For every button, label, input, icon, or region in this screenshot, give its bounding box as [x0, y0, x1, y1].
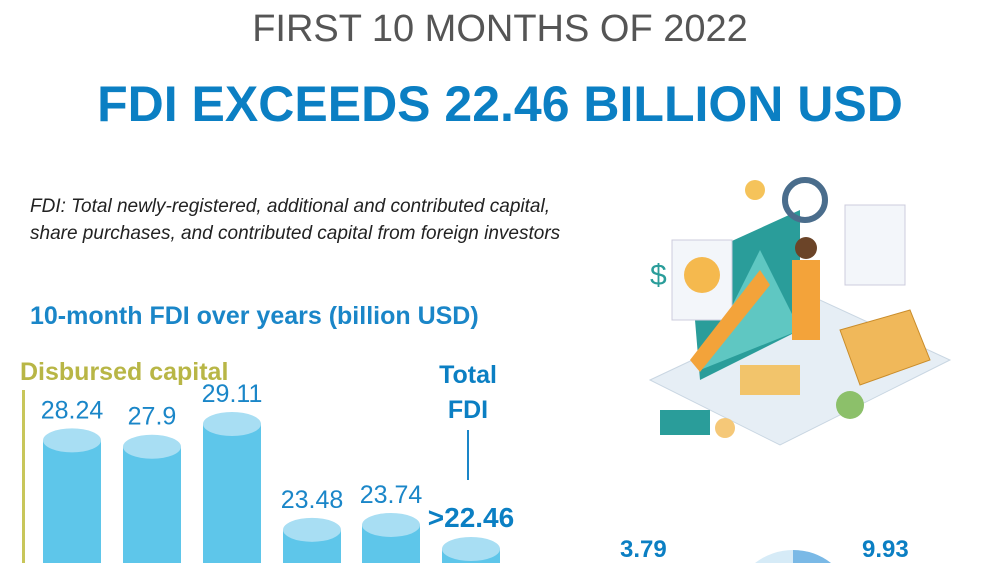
disbursed-divider — [22, 390, 25, 563]
total-label-line: Total — [439, 361, 497, 389]
bar-value-label: >22.46 — [428, 502, 514, 533]
bar-top — [442, 537, 500, 562]
chart-title: 10-month FDI over years (billion USD) — [30, 302, 479, 330]
bar — [123, 446, 181, 563]
main-title: FDI EXCEEDS 22.46 BILLION USD — [97, 76, 903, 132]
total-connector — [467, 430, 469, 480]
definition-line: FDI: Total newly-registered, additional … — [30, 196, 550, 217]
pie-slice — [793, 550, 831, 563]
bar-value-label: 29.11 — [202, 380, 263, 408]
bar-value-label: 28.24 — [41, 396, 104, 424]
disbursed-capital-label: Disbursed capital — [20, 358, 229, 386]
bar-top — [123, 434, 181, 459]
fdi-definition: FDI: Total newly-registered, additional … — [30, 193, 630, 247]
total-fdi-label: Total FDI — [420, 358, 516, 428]
bar — [43, 440, 101, 563]
bar — [203, 424, 261, 563]
definition-line: share purchases, and contributed capital… — [30, 223, 561, 244]
kicker-title: FIRST 10 MONTHS OF 2022 — [252, 8, 748, 50]
pie-label: 9.93 — [862, 536, 909, 563]
pie-label: 3.79 — [620, 536, 667, 563]
bar-value-label: 27.9 — [128, 403, 177, 431]
bar-top — [283, 517, 341, 542]
bar-top — [43, 428, 101, 453]
bar-value-label: 23.74 — [360, 481, 423, 509]
bar-value-label: 23.48 — [281, 486, 344, 514]
bar-top — [362, 512, 420, 537]
total-label-line: FDI — [447, 396, 489, 424]
bar-top — [203, 412, 261, 436]
